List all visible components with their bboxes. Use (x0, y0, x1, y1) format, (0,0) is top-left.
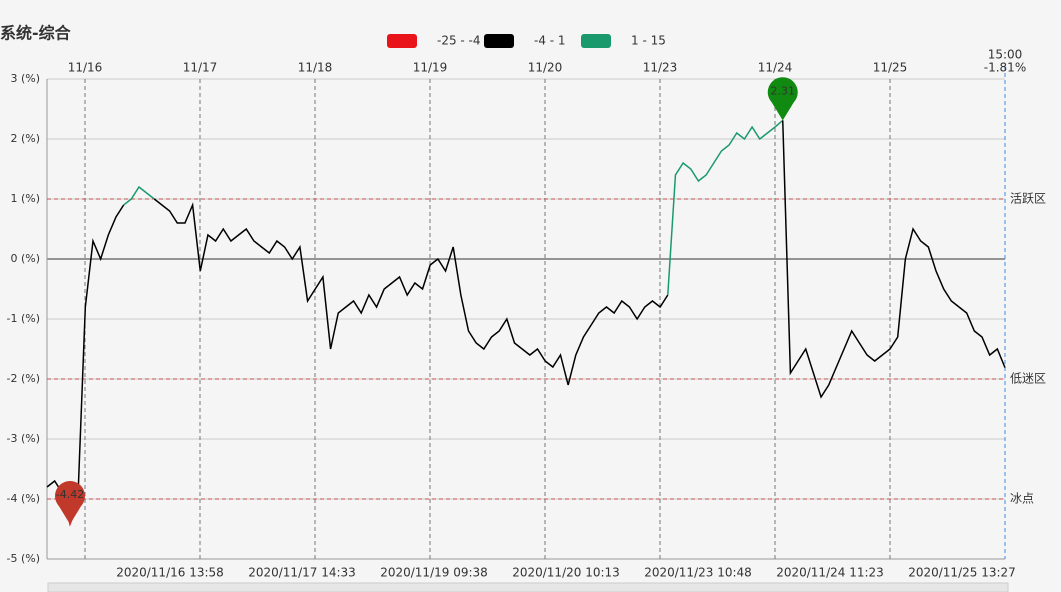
legend-label: -25 - -4 (437, 34, 481, 48)
day-label: 11/16 (68, 61, 103, 75)
x-tick-label: 2020/11/16 13:58 (116, 566, 224, 580)
max-pin (767, 77, 798, 121)
legend-swatch (484, 34, 514, 48)
legend-label: -4 - 1 (534, 34, 566, 48)
x-tick-label: 2020/11/23 10:48 (644, 566, 752, 580)
x-tick-label: 2020/11/19 09:38 (380, 566, 488, 580)
y-tick-label: 2 (%) (10, 132, 40, 145)
zoom-slider[interactable] (47, 582, 1009, 592)
legend-swatch (581, 34, 611, 48)
y-tick-label: -2 (%) (7, 372, 41, 385)
line-segment (153, 198, 669, 386)
day-label: 11/18 (298, 61, 333, 75)
day-label: 11/24 (758, 61, 793, 75)
y-tick-label: 1 (%) (10, 192, 40, 205)
x-tick-label: 2020/11/25 13:27 (908, 566, 1016, 580)
mark-line-label: 低迷区 (1010, 372, 1046, 386)
x-tick-label: 2020/11/20 10:13 (512, 566, 620, 580)
line-segment (667, 119, 784, 296)
line-segment (76, 204, 125, 506)
y-tick-label: -5 (%) (7, 552, 41, 565)
legend-label: 1 - 15 (631, 34, 666, 48)
line-segment (123, 185, 155, 206)
min-pin (54, 481, 85, 525)
mark-line-label: 活跃区 (1010, 192, 1046, 206)
y-tick-label: -3 (%) (7, 432, 41, 445)
max-label: 2.31 (770, 84, 795, 97)
x-tick-label: 2020/11/24 11:23 (776, 566, 884, 580)
y-tick-label: -4 (%) (7, 492, 41, 505)
mark-line-label: 冰点 (1010, 492, 1034, 506)
y-tick-label: 3 (%) (10, 72, 40, 85)
day-label: 11/20 (528, 61, 563, 75)
legend-swatch (387, 34, 417, 48)
day-label: 11/17 (183, 61, 218, 75)
y-tick-label: 0 (%) (10, 252, 40, 265)
day-label: 11/25 (873, 61, 908, 75)
x-tick-label: 2020/11/17 14:33 (248, 566, 356, 580)
last-label: -1.81% (984, 61, 1026, 75)
line-segment (781, 120, 1006, 399)
min-label: -4.42 (56, 488, 84, 501)
y-tick-label: -1 (%) (7, 312, 41, 325)
day-label: 11/19 (413, 61, 448, 75)
day-label: 11/23 (643, 61, 678, 75)
chart-title: 系统-综合 (0, 24, 72, 43)
last-time: 15:00 (988, 48, 1023, 62)
